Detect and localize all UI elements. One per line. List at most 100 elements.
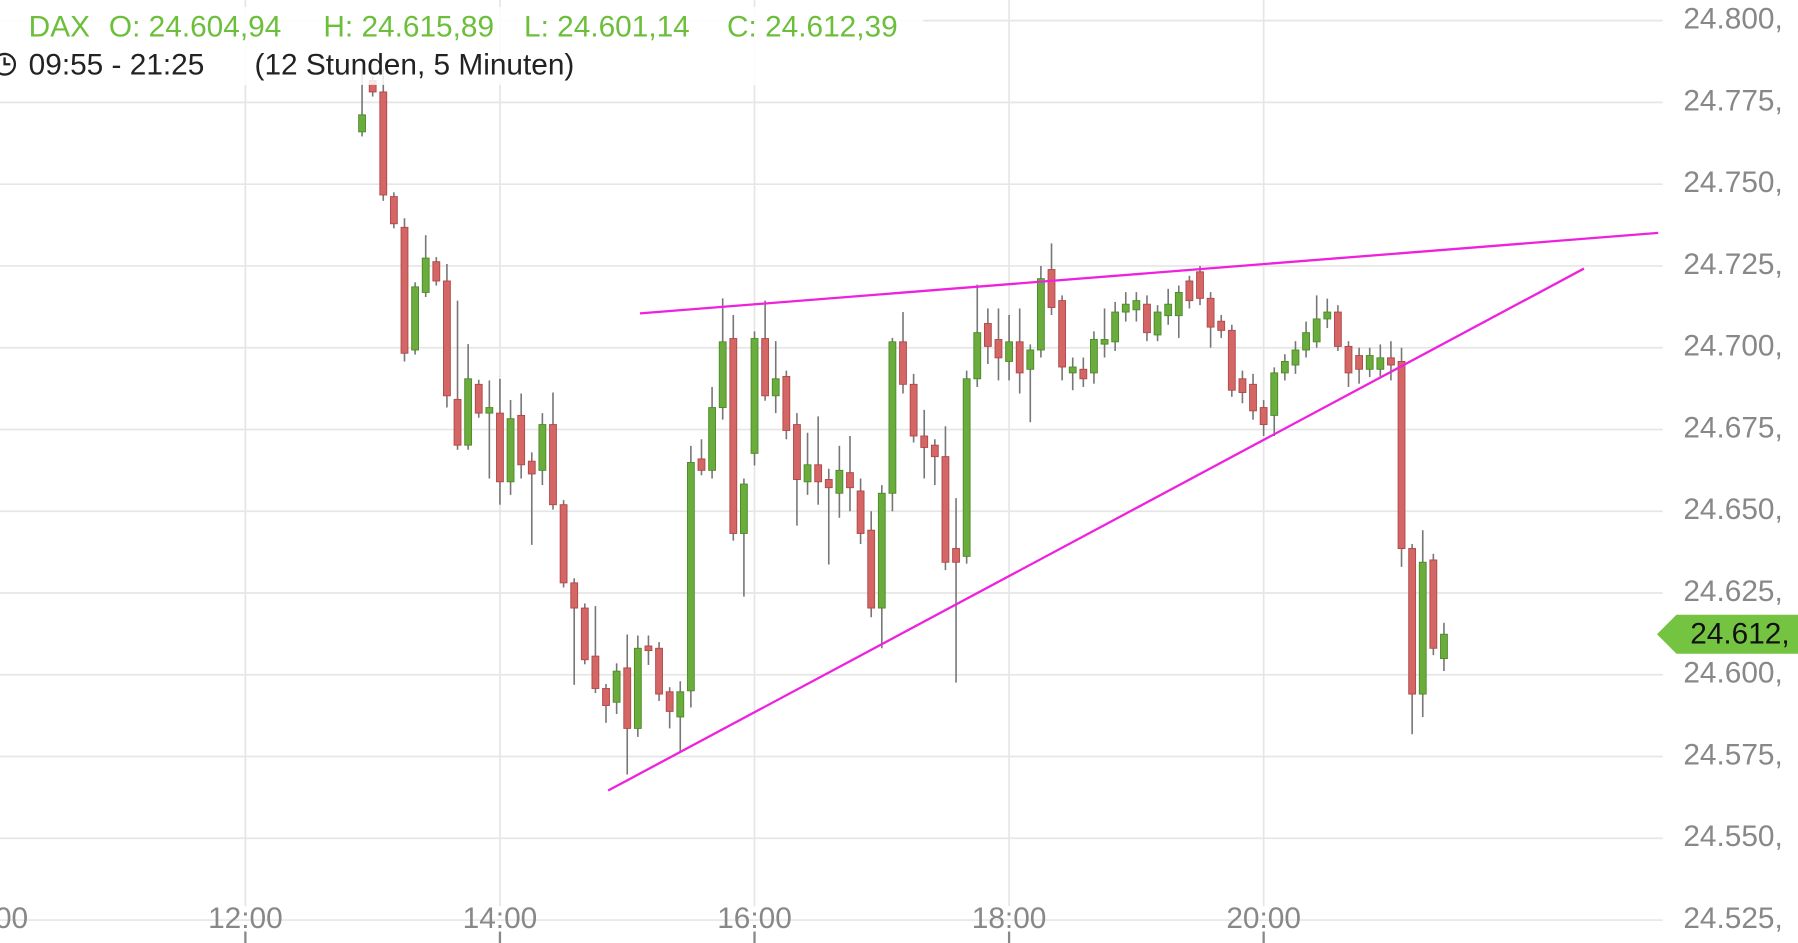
candles bbox=[358, 68, 1659, 792]
price-tag bbox=[1656, 614, 1798, 654]
candle-body bbox=[1312, 318, 1321, 343]
candle-body bbox=[1376, 357, 1385, 370]
candle bbox=[453, 300, 462, 450]
candle bbox=[644, 635, 653, 665]
candle-body bbox=[1238, 378, 1247, 393]
candle-body bbox=[1196, 271, 1204, 299]
candle-body bbox=[474, 383, 483, 414]
y-tick-label: 24.575, bbox=[1683, 738, 1782, 771]
candle bbox=[496, 378, 504, 505]
candle bbox=[506, 400, 515, 495]
candle-body bbox=[1217, 320, 1226, 331]
candle-body bbox=[1132, 300, 1141, 311]
candle bbox=[1174, 285, 1183, 338]
clock-icon bbox=[0, 52, 17, 76]
candle-body bbox=[750, 338, 759, 454]
candle-body bbox=[1005, 341, 1013, 362]
y-tick-label: 24.525, bbox=[1683, 902, 1782, 935]
x-tick-label: 10:00 bbox=[0, 902, 28, 935]
y-tick-label: 24.650, bbox=[1683, 493, 1782, 526]
candle-body bbox=[496, 412, 504, 483]
candle-body bbox=[1323, 311, 1332, 320]
candle bbox=[549, 392, 557, 510]
candle-body bbox=[930, 444, 939, 458]
candle bbox=[1418, 530, 1427, 717]
candle bbox=[1280, 354, 1289, 381]
candle bbox=[1100, 308, 1109, 358]
candle bbox=[1058, 295, 1067, 381]
y-tick-label: 24.550, bbox=[1683, 820, 1782, 853]
candle-body bbox=[358, 114, 366, 133]
candle-body bbox=[421, 257, 430, 293]
legend-high: H: 24.615,89 bbox=[323, 11, 494, 44]
candle-body bbox=[1015, 341, 1024, 374]
candle-body bbox=[1111, 311, 1120, 343]
candle bbox=[665, 687, 674, 729]
legend-low: L: 24.601,14 bbox=[524, 11, 690, 44]
candle bbox=[1206, 292, 1215, 348]
candle-body bbox=[1429, 559, 1438, 649]
y-tick-label: 24.675, bbox=[1683, 411, 1782, 444]
candle bbox=[1047, 243, 1056, 316]
candle-body bbox=[389, 196, 398, 225]
candle bbox=[814, 416, 823, 505]
candle bbox=[379, 68, 388, 201]
candle bbox=[580, 603, 589, 665]
candle bbox=[1217, 315, 1226, 338]
candle bbox=[973, 284, 982, 387]
candle bbox=[750, 331, 759, 466]
x-tick-label: 18:00 bbox=[972, 902, 1047, 935]
candle bbox=[761, 300, 770, 401]
candle bbox=[899, 312, 907, 394]
legend-duration: (12 Stunden, 5 Minuten) bbox=[255, 48, 575, 81]
candle-body bbox=[1355, 355, 1364, 370]
candle-body bbox=[432, 261, 441, 282]
candle bbox=[570, 578, 579, 685]
y-tick-label: 24.700, bbox=[1683, 330, 1782, 363]
candle-body bbox=[835, 469, 844, 494]
candle bbox=[1249, 373, 1257, 420]
candle-body bbox=[633, 647, 642, 729]
candle-body bbox=[1037, 278, 1045, 351]
candle bbox=[1408, 543, 1417, 735]
candle-body bbox=[549, 424, 557, 506]
candle-body bbox=[877, 492, 886, 609]
candle bbox=[1196, 265, 1204, 306]
candle bbox=[1185, 275, 1194, 309]
candle-body bbox=[1387, 357, 1395, 366]
candle bbox=[443, 263, 451, 408]
candle-body bbox=[644, 645, 653, 652]
candle bbox=[1365, 347, 1374, 378]
candle-body bbox=[1227, 329, 1236, 391]
candle-body bbox=[1058, 300, 1067, 368]
candle bbox=[867, 511, 876, 618]
legend-symbol: DAX bbox=[29, 11, 90, 44]
candle-body bbox=[1090, 339, 1098, 374]
candle bbox=[1068, 357, 1077, 391]
legend-time-range: 09:55 - 21:25 bbox=[29, 48, 205, 81]
candle-body bbox=[1344, 345, 1353, 374]
price-tag-label: 24.612, bbox=[1690, 617, 1789, 650]
candle bbox=[1302, 321, 1310, 358]
x-tick-label: 14:00 bbox=[463, 902, 538, 935]
candle-body bbox=[899, 341, 907, 385]
candle bbox=[1005, 315, 1013, 381]
candle bbox=[633, 635, 642, 737]
candle bbox=[1344, 341, 1353, 387]
candle bbox=[1143, 295, 1151, 342]
candle-body bbox=[973, 332, 982, 380]
candle bbox=[1132, 292, 1141, 322]
candle bbox=[1429, 553, 1438, 656]
candle bbox=[803, 432, 812, 495]
candle-body bbox=[909, 383, 918, 437]
candle bbox=[740, 478, 748, 597]
candle-body bbox=[1185, 280, 1194, 302]
candle bbox=[877, 485, 886, 649]
candle-body bbox=[686, 462, 695, 692]
candle-body bbox=[1365, 355, 1374, 370]
candle bbox=[782, 370, 791, 440]
candle-body bbox=[1047, 269, 1056, 308]
candle-body bbox=[1068, 366, 1077, 374]
candle-body bbox=[920, 435, 929, 448]
candle bbox=[835, 445, 844, 518]
